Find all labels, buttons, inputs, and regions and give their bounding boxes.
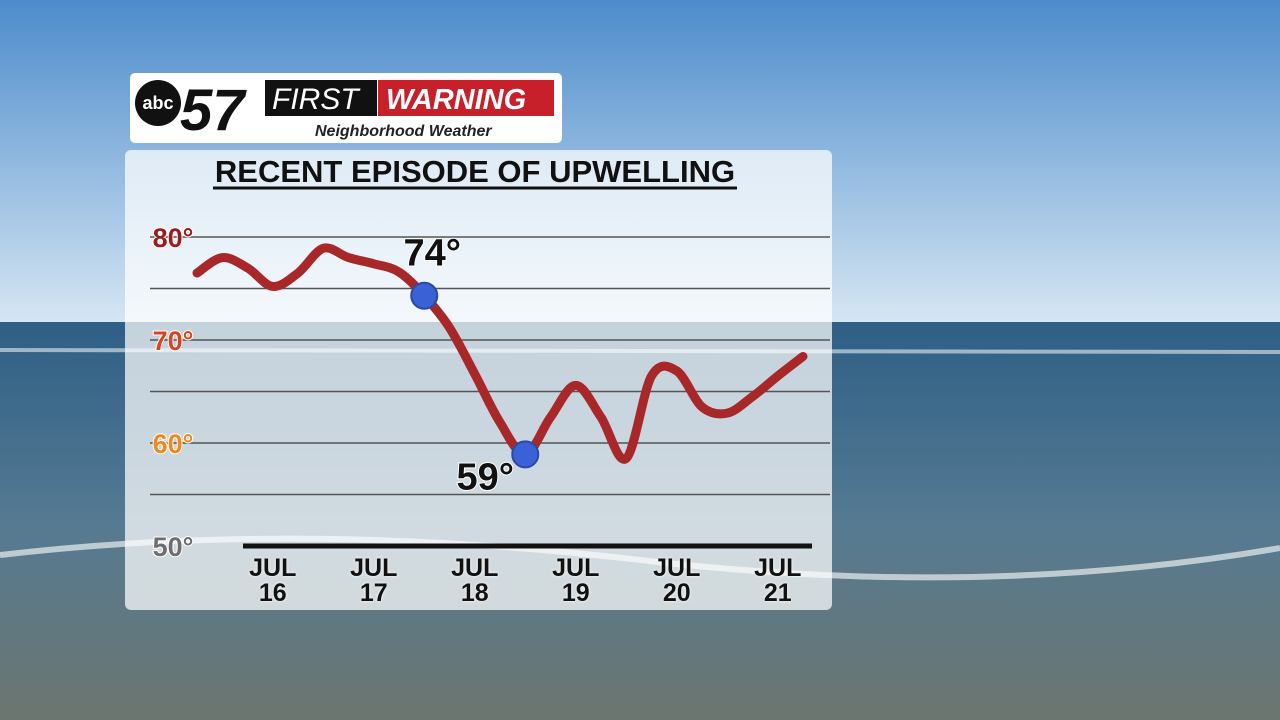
logo-first-box xyxy=(265,80,377,116)
logo-warning: WARNING xyxy=(386,84,526,116)
data-line xyxy=(192,243,808,464)
logo-tagline: Neighborhood Weather xyxy=(315,123,492,140)
logo-circle xyxy=(135,80,181,126)
y-tick-label: 70° xyxy=(153,326,194,356)
logo-channel: 57 xyxy=(180,78,247,143)
y-tick-label: 50° xyxy=(153,532,194,562)
y-tick-label: 80° xyxy=(153,223,194,253)
data-label: 74° xyxy=(404,233,461,275)
data-label: 59° xyxy=(457,456,514,498)
x-tick-label: JUL 19 xyxy=(552,554,600,607)
chart-title: RECENT EPISODE OF UPWELLING xyxy=(215,154,735,189)
x-tick-label: JUL 16 xyxy=(249,554,297,607)
x-tick-label: JUL 20 xyxy=(653,554,701,607)
x-tick-label: JUL 18 xyxy=(451,554,499,607)
x-tick-label: JUL 17 xyxy=(350,554,398,607)
point-marker xyxy=(511,440,540,469)
logo-first: FIRST xyxy=(272,83,361,116)
logo-network: abc xyxy=(142,93,173,113)
logo-warning-box xyxy=(378,80,554,116)
x-tick-label: JUL 21 xyxy=(754,554,802,607)
point-marker xyxy=(410,281,439,310)
y-tick-label: 60° xyxy=(153,429,194,459)
